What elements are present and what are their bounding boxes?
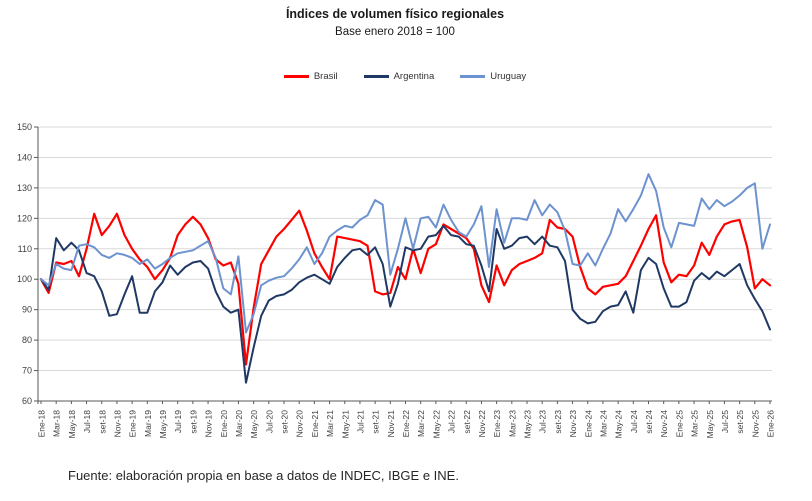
chart-title: Índices de volumen físico regionales bbox=[285, 7, 505, 21]
legend-item-argentina: Argentina bbox=[363, 71, 435, 82]
legend-line-swatch bbox=[363, 75, 389, 78]
y-tick-label: 90 bbox=[22, 305, 32, 315]
x-tick-label: Jul-18 bbox=[82, 410, 92, 433]
x-tick-label: Mar-24 bbox=[598, 410, 608, 437]
y-tick-label: 80 bbox=[22, 335, 32, 345]
x-tick-label: Ene-23 bbox=[492, 410, 502, 438]
x-tick-label: May-22 bbox=[431, 410, 441, 439]
series-uruguay-line bbox=[40, 173, 771, 334]
x-tick-label: Nov-20 bbox=[295, 410, 305, 438]
x-tick-label: Jul-22 bbox=[447, 410, 457, 433]
x-tick-label: Nov-18 bbox=[112, 410, 122, 438]
x-tick-label: Mar-20 bbox=[234, 410, 244, 437]
x-tick-label: Mar-18 bbox=[52, 410, 62, 437]
x-tick-label: set-18 bbox=[97, 410, 107, 434]
y-tick-label: 100 bbox=[17, 274, 32, 284]
x-tick-label: Nov-23 bbox=[568, 410, 578, 438]
legend-line-swatch bbox=[460, 75, 486, 78]
legend-label: Uruguay bbox=[490, 71, 527, 82]
x-tick-label: Jul-25 bbox=[720, 410, 730, 433]
x-tick-label: set-21 bbox=[371, 410, 381, 434]
x-tick-label: May-25 bbox=[705, 410, 715, 439]
x-tick-label: Ene-25 bbox=[674, 410, 684, 438]
x-tick-label: set-22 bbox=[462, 410, 472, 434]
y-tick-label: 110 bbox=[18, 244, 32, 254]
x-tick-label: set-25 bbox=[735, 410, 745, 434]
x-tick-label: Ene-19 bbox=[128, 410, 138, 438]
x-tick-label: May-21 bbox=[340, 410, 350, 439]
x-tick-label: Jul-21 bbox=[355, 410, 365, 433]
series-argentina-line bbox=[40, 224, 771, 384]
x-tick-label: Ene-22 bbox=[401, 410, 411, 438]
x-tick-label: set-24 bbox=[644, 410, 654, 434]
x-tick-label: Mar-25 bbox=[690, 410, 700, 437]
y-tick-label: 140 bbox=[17, 152, 32, 162]
x-tick-label: set-19 bbox=[188, 410, 198, 434]
x-tick-label: Nov-24 bbox=[659, 410, 669, 438]
legend-item-uruguay: Uruguay bbox=[460, 71, 526, 82]
x-tick-label: May-20 bbox=[249, 410, 259, 439]
y-tick-label: 150 bbox=[17, 122, 32, 132]
x-tick-label: May-24 bbox=[614, 410, 624, 439]
x-tick-label: Mar-21 bbox=[325, 410, 335, 437]
x-tick-label: Ene-18 bbox=[37, 410, 47, 438]
chart-subtitle: Base enero 2018 = 100 bbox=[335, 26, 455, 38]
x-tick-label: Ene-21 bbox=[310, 410, 320, 438]
x-tick-label: Jul-19 bbox=[173, 410, 183, 433]
x-tick-label: Jul-24 bbox=[629, 410, 639, 433]
source-note: Fuente: elaboración propia en base a dat… bbox=[68, 468, 459, 483]
legend-line-swatch bbox=[283, 75, 309, 78]
x-tick-label: May-19 bbox=[158, 410, 168, 439]
x-tick-label: set-20 bbox=[280, 410, 290, 434]
x-tick-label: Nov-25 bbox=[750, 410, 760, 438]
x-tick-label: Nov-21 bbox=[386, 410, 396, 438]
chart-legend: Brasil Argentina Uruguay bbox=[0, 71, 810, 82]
x-tick-label: Nov-19 bbox=[204, 410, 214, 438]
x-tick-label: Ene-26 bbox=[766, 410, 776, 438]
x-tick-label: Mar-19 bbox=[143, 410, 153, 437]
legend-label: Argentina bbox=[393, 71, 435, 82]
y-tick-label: 130 bbox=[17, 183, 32, 193]
x-tick-label: Mar-22 bbox=[416, 410, 426, 437]
legend-label: Brasil bbox=[313, 71, 338, 82]
y-tick-label: 70 bbox=[22, 366, 32, 376]
x-tick-label: May-18 bbox=[67, 410, 77, 439]
x-tick-label: May-23 bbox=[523, 410, 533, 439]
x-tick-label: Jul-23 bbox=[538, 410, 548, 433]
x-tick-label: Mar-23 bbox=[507, 410, 517, 437]
y-tick-label: 120 bbox=[17, 213, 32, 223]
series-brasil-line bbox=[39, 209, 772, 366]
x-tick-label: Nov-22 bbox=[477, 410, 487, 438]
legend-item-brasil: Brasil bbox=[283, 71, 338, 82]
x-tick-label: Ene-20 bbox=[219, 410, 229, 438]
y-tick-label: 60 bbox=[22, 396, 32, 406]
x-tick-label: set-23 bbox=[553, 410, 563, 434]
x-tick-label: Ene-24 bbox=[583, 410, 593, 438]
x-tick-label: Jul-20 bbox=[264, 410, 274, 433]
